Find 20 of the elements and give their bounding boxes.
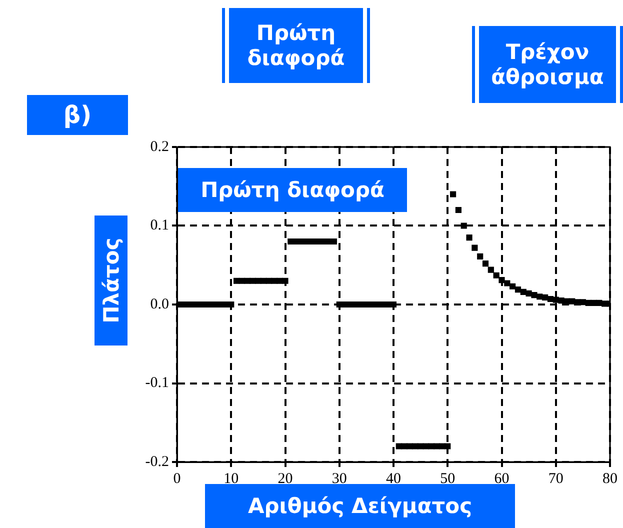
x-tick-label: 30: [332, 470, 347, 487]
y-axis-title: Πλάτος: [94, 216, 128, 346]
x-tick-label: 50: [440, 470, 456, 487]
x-tick-label: 0: [173, 470, 181, 487]
x-tick-label: 80: [602, 470, 618, 487]
y-tick-label: -0.2: [145, 454, 169, 470]
x-axis-title: Αριθμός Δείγματος: [248, 494, 472, 518]
text: β): [27, 95, 128, 135]
x-tick-label: 40: [386, 470, 401, 487]
text: Πρώτη διαφορά: [178, 168, 407, 212]
x-tick-label: 70: [548, 470, 564, 487]
text: Τρέχον άθροισμα: [482, 26, 613, 103]
y-tick-label: 0.0: [150, 296, 169, 312]
y-tick-label: 0.2: [150, 138, 169, 155]
x-tick-label: 10: [224, 470, 239, 487]
y-tick-label: 0.1: [150, 218, 169, 234]
y-tick-label: -0.1: [145, 375, 169, 392]
x-tick-label: 20: [278, 470, 293, 487]
x-tick-label: 60: [494, 470, 510, 487]
text: Πρώτη διαφορά: [232, 8, 360, 83]
